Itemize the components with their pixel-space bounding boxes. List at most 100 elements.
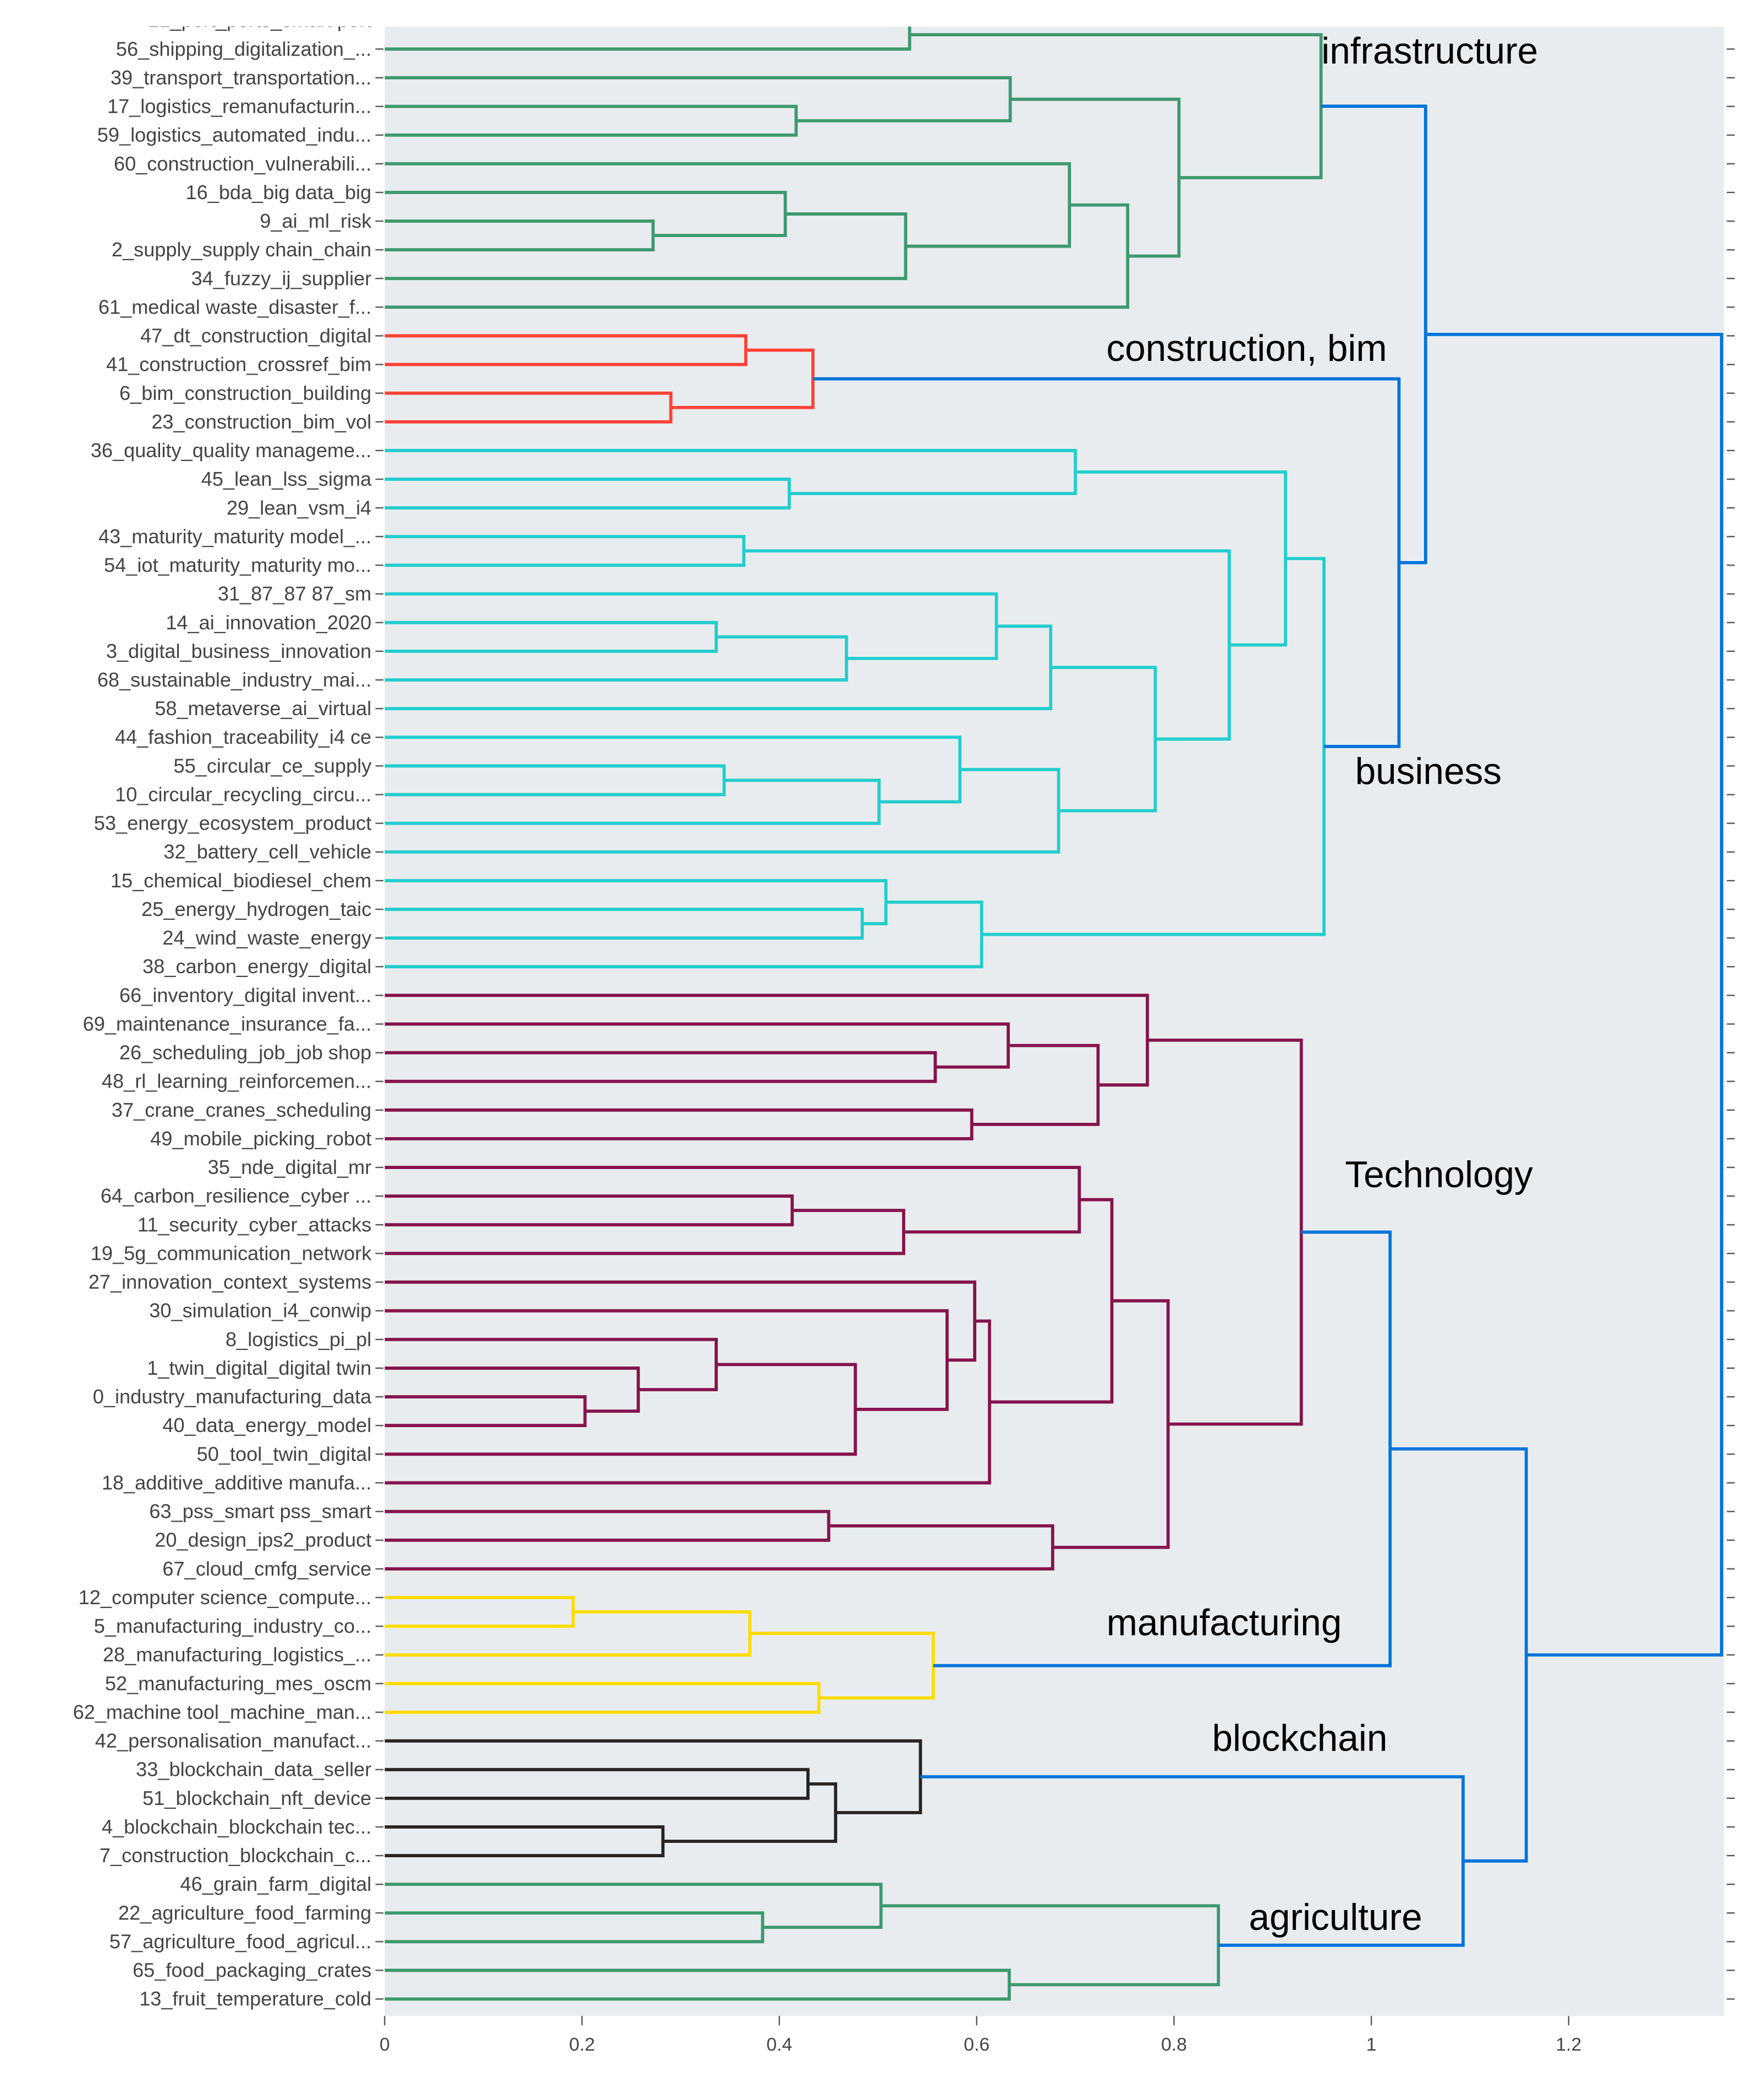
leaf-label: 19_5g_communication_network	[91, 1242, 372, 1264]
leaf-label: 60_construction_vulnerabili...	[114, 152, 371, 175]
annotation-technology: Technology	[1345, 1154, 1533, 1195]
annotation-construction-bim: construction, bim	[1106, 328, 1387, 369]
leaf-label: 15_chemical_biodiesel_chem	[111, 869, 371, 892]
leaf-label: 6_bim_construction_building	[119, 382, 371, 404]
dendrogram-link-cyan	[981, 557, 1326, 936]
leaf-label: 31_87_87 87_sm	[218, 583, 371, 605]
annotation-manufacturing: manufacturing	[1107, 1603, 1342, 1644]
leaf-label: 34_fuzzy_ij_supplier	[191, 267, 372, 289]
dendrogram-link-yellow	[384, 1596, 575, 1628]
leaf-label: 28_manufacturing_logistics_...	[103, 1643, 371, 1666]
leaf-label: 25_energy_hydrogen_taic	[141, 898, 371, 920]
leaf-label: 53_energy_ecosystem_product	[94, 812, 372, 835]
annotation-agriculture: agriculture	[1249, 1897, 1422, 1938]
leaf-label: 49_mobile_picking_robot	[150, 1127, 371, 1150]
dendrogram-link-cyan	[384, 879, 888, 925]
x-tick-label: 0.8	[1161, 2034, 1187, 2055]
dendrogram-link-maroon	[384, 1395, 587, 1428]
leaf-label: 38_carbon_energy_digital	[142, 955, 371, 978]
leaf-label: 63_pss_smart pss_smart	[149, 1500, 371, 1523]
leaf-label: 30_simulation_i4_conwip	[149, 1299, 371, 1322]
x-tick-label: 1	[1366, 2034, 1377, 2055]
leaf-label: 4_blockchain_blockchain tec...	[102, 1815, 371, 1838]
leaf-label: 8_logistics_pi_pl	[226, 1328, 371, 1351]
leaf-label: 45_lean_lss_sigma	[201, 468, 372, 490]
leaf-label: 69_maintenance_insurance_fa...	[83, 1012, 372, 1035]
x-axis: 0 0.2 0.4 0.6 0.8 1 1.2	[380, 2016, 1581, 2055]
leaf-labels: 21_port_ports_smart port 56_shipping_digi…	[73, 9, 372, 2010]
leaf-label: 37_crane_cranes_scheduling	[112, 1099, 371, 1121]
x-tick-label: 0.2	[569, 2034, 595, 2055]
leaf-label: 1_twin_digital_digital twin	[147, 1357, 371, 1379]
leaf-label: 21_port_ports_smart port	[148, 9, 371, 31]
leaf-label: 51_blockchain_nft_device	[142, 1787, 371, 1809]
leaf-label: 52_manufacturing_mes_oscm	[105, 1672, 371, 1694]
leaf-label: 24_wind_waste_energy	[162, 926, 371, 949]
leaf-label: 47_dt_construction_digital	[140, 325, 371, 347]
leaf-label: 57_agriculture_food_agricul...	[109, 1930, 371, 1952]
dendrogram-link-blue	[920, 1775, 1465, 1947]
leaf-label: 66_inventory_digital invent...	[119, 984, 371, 1006]
right-leaf-ticks	[1727, 48, 1735, 2000]
leaf-ticks	[375, 48, 383, 2000]
annotation-business: business	[1355, 751, 1502, 792]
leaf-label: 9_ai_ml_risk	[260, 210, 372, 232]
leaf-label: 11_security_cyber_attacks	[138, 1213, 371, 1236]
dendrogram-link-cyan	[384, 635, 848, 682]
leaf-label: 33_blockchain_data_seller	[136, 1758, 371, 1781]
leaf-label: 46_grain_farm_digital	[180, 1873, 372, 1895]
leaf-label: 5_manufacturing_industry_co...	[94, 1615, 371, 1637]
leaf-label: 55_circular_ce_supply	[174, 754, 372, 777]
leaf-label: 43_maturity_maturity model_...	[98, 525, 371, 547]
leaf-label: 54_iot_maturity_maturity mo...	[104, 554, 371, 577]
leaf-label: 14_ai_innovation_2020	[166, 611, 371, 634]
leaf-label: 40_data_energy_model	[162, 1414, 371, 1436]
leaf-label: 27_innovation_context_systems	[89, 1271, 372, 1293]
dendrogram-link-green	[384, 220, 655, 251]
leaf-label: 12_computer science_compute...	[79, 1586, 372, 1609]
leaf-label: 48_rl_learning_reinforcemen...	[102, 1070, 371, 1093]
leaf-label: 35_nde_digital_mr	[208, 1156, 372, 1178]
plot-background	[384, 26, 1724, 2016]
x-tick-label: 1.2	[1556, 2034, 1581, 2055]
leaf-label: 44_fashion_traceability_i4 ce	[115, 726, 371, 748]
cluster-annotations: infrastructure construction, bim busines…	[1106, 31, 1538, 1938]
annotation-infrastructure: infrastructure	[1321, 31, 1538, 72]
leaf-label: 17_logistics_remanufacturin...	[107, 95, 371, 118]
leaf-label: 7_construction_blockchain_c...	[100, 1844, 371, 1867]
leaf-label: 2_supply_supply chain_chain	[112, 238, 371, 261]
dendrogram-link-blue	[1425, 333, 1723, 1657]
leaf-label: 10_circular_recycling_circu...	[115, 783, 371, 805]
leaf-label: 68_sustainable_industry_mai...	[97, 668, 371, 691]
x-tick-label: 0	[380, 2034, 390, 2055]
leaf-label: 36_quality_quality manageme...	[91, 439, 372, 462]
leaf-label: 50_tool_twin_digital	[197, 1442, 372, 1465]
leaf-label: 58_metaverse_ai_virtual	[155, 697, 371, 720]
leaf-label: 62_machine tool_machine_man...	[73, 1700, 372, 1723]
leaf-label: 20_design_ips2_product	[155, 1529, 371, 1551]
leaf-label: 42_personalisation_manufact...	[95, 1730, 372, 1752]
dendrogram-link-blue	[812, 377, 1401, 748]
leaf-label: 18_additive_additive manufa...	[102, 1471, 371, 1494]
leaf-label: 41_construction_crossref_bim	[106, 353, 371, 376]
leaf-label: 26_scheduling_job_job shop	[119, 1041, 371, 1064]
dendrogram-link-green	[384, 190, 787, 237]
leaf-label: 0_industry_manufacturing_data	[93, 1385, 372, 1408]
leaf-label: 64_carbon_resilience_cyber ...	[101, 1184, 371, 1207]
x-tick-label: 0.6	[964, 2034, 990, 2055]
x-tick-label: 0.4	[766, 2034, 792, 2055]
dendrogram-link-red	[384, 391, 673, 424]
leaf-label: 23_construction_bim_vol	[151, 410, 371, 433]
leaf-label: 16_bda_big data_big	[185, 181, 371, 204]
dendrogram-link-cyan	[384, 592, 998, 660]
dendrogram-link-cyan	[384, 736, 962, 804]
leaf-label: 61_medical waste_disaster_f...	[98, 295, 371, 318]
dendrogram-link-maroon	[1147, 1038, 1303, 1426]
leaf-label: 56_shipping_digitalization_...	[116, 37, 371, 60]
leaf-label: 67_cloud_cmfg_service	[162, 1557, 371, 1580]
leaf-label: 32_battery_cell_vehicle	[163, 841, 371, 863]
annotation-blockchain: blockchain	[1212, 1718, 1387, 1759]
leaf-label: 13_fruit_temperature_cold	[139, 1988, 371, 2010]
dendrogram-link-maroon	[384, 1367, 640, 1413]
